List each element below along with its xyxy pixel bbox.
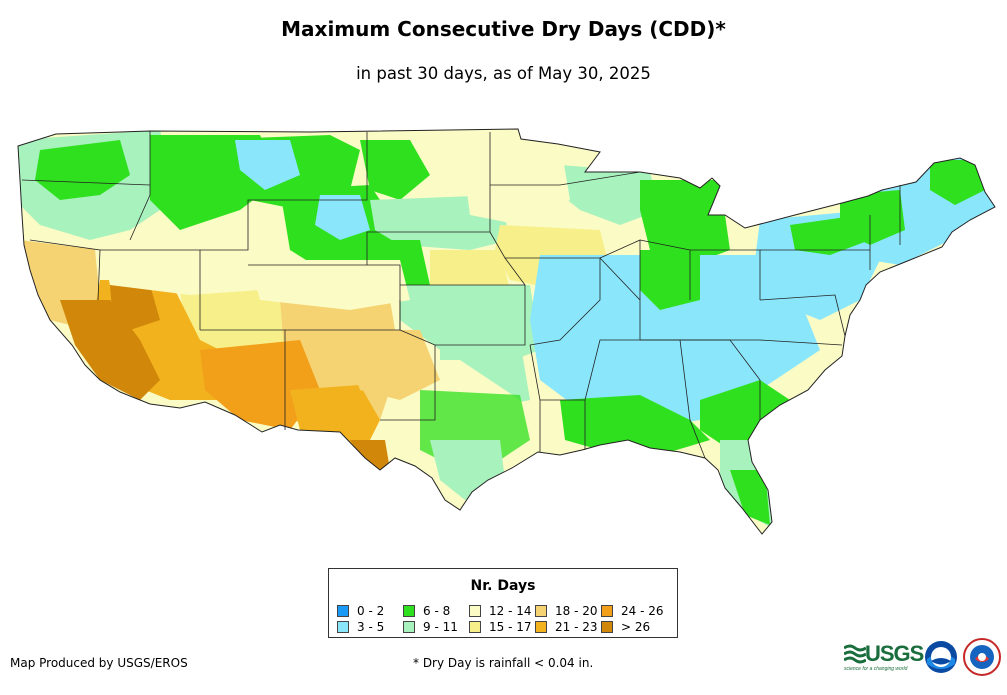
legend-label: > 26 bbox=[621, 620, 651, 634]
legend-item: 0 - 2 bbox=[337, 603, 384, 619]
legend-label: 18 - 20 bbox=[555, 604, 598, 618]
nws-logo bbox=[963, 638, 1001, 676]
legend-item: 9 - 11 bbox=[403, 619, 458, 635]
legend-swatch bbox=[535, 621, 547, 633]
noaa-logo bbox=[924, 640, 958, 674]
legend-label: 3 - 5 bbox=[357, 620, 385, 634]
map-title: Maximum Consecutive Dry Days (CDD)* bbox=[281, 17, 726, 41]
map-subtitle: in past 30 days, as of May 30, 2025 bbox=[356, 64, 651, 83]
legend-item: 18 - 20 bbox=[535, 603, 598, 619]
legend-swatch bbox=[337, 621, 349, 633]
legend-label: 12 - 14 bbox=[489, 604, 532, 618]
legend-item: 21 - 23 bbox=[535, 619, 598, 635]
legend-swatch bbox=[601, 605, 613, 617]
legend-label: 15 - 17 bbox=[489, 620, 532, 634]
legend-swatch bbox=[337, 605, 349, 617]
legend-label: 9 - 11 bbox=[423, 620, 458, 634]
legend-label: 21 - 23 bbox=[555, 620, 598, 634]
legend-swatch bbox=[403, 621, 415, 633]
legend-label: 0 - 2 bbox=[357, 604, 385, 618]
legend-box: Nr. Days 0 - 2 3 - 5 6 - 8 9 - 11 12 - 14 15 … bbox=[328, 568, 678, 638]
legend-item: > 26 bbox=[601, 619, 650, 635]
us-outline bbox=[17, 128, 996, 535]
legend-label: 24 - 26 bbox=[621, 604, 664, 618]
legend-swatch bbox=[601, 621, 613, 633]
legend-title: Nr. Days bbox=[470, 578, 536, 594]
cdd-raster bbox=[18, 129, 995, 534]
state-borders bbox=[21, 131, 901, 459]
legend-item: 15 - 17 bbox=[469, 619, 532, 635]
legend-swatch bbox=[535, 605, 547, 617]
legend-grid: 0 - 2 3 - 5 6 - 8 9 - 11 12 - 14 15 - 17 18 - … bbox=[337, 603, 677, 637]
legend-item: 6 - 8 bbox=[403, 603, 450, 619]
usgs-logo: USGS science for a changing world bbox=[844, 641, 924, 672]
legend-item: 24 - 26 bbox=[601, 603, 664, 619]
legend-swatch bbox=[469, 621, 481, 633]
legend-item: 12 - 14 bbox=[469, 603, 532, 619]
legend-swatch bbox=[403, 605, 415, 617]
legend-label: 6 - 8 bbox=[423, 604, 451, 618]
legend-swatch bbox=[469, 605, 481, 617]
legend-item: 3 - 5 bbox=[337, 619, 384, 635]
dry-day-note: * Dry Day is rainfall < 0.04 in. bbox=[413, 656, 594, 670]
producer-credit: Map Produced by USGS/EROS bbox=[10, 656, 188, 670]
